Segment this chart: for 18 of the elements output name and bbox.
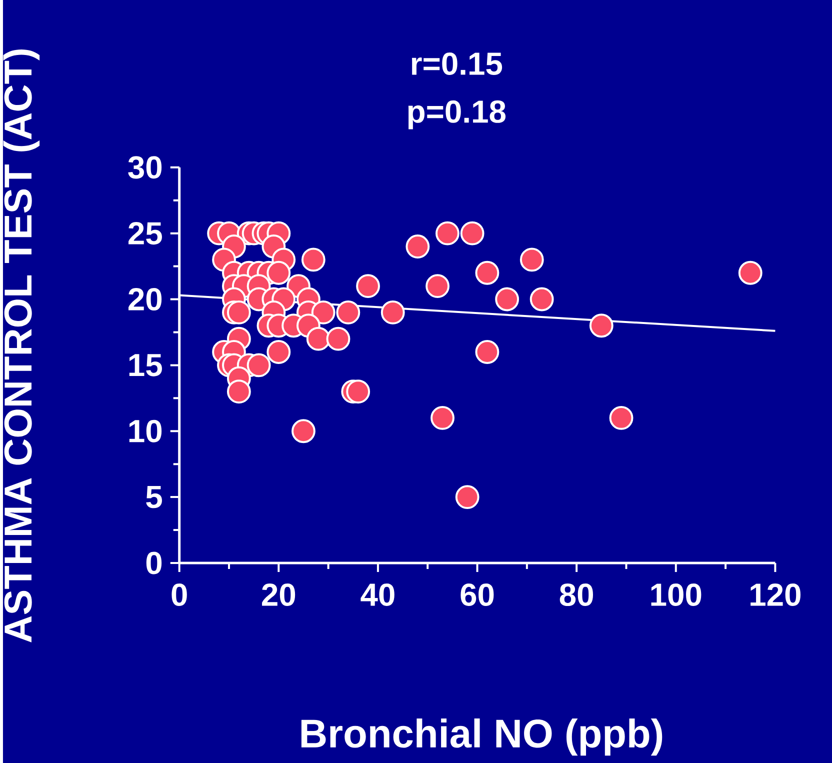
x-tick-label: 120 — [750, 583, 800, 606]
y-axis-title: ASTHMA CONTROL TEST (ACT) — [3, 49, 40, 642]
y-tick-label: 5 — [146, 486, 162, 508]
x-tick-label: 40 — [360, 583, 394, 606]
x-tick-label: 0 — [172, 583, 187, 606]
x-tick-label: 80 — [560, 583, 594, 606]
y-tick-label: 15 — [129, 354, 162, 376]
chart-subtitle: p=0.18 — [408, 100, 506, 130]
x-tick-label: 100 — [651, 583, 702, 606]
y-tick-label: 0 — [146, 552, 162, 574]
y-tick-label: 25 — [128, 222, 162, 244]
x-tick-label: 60 — [460, 583, 494, 606]
y-tick-label: 20 — [128, 288, 162, 310]
x-tick-label: 20 — [262, 583, 296, 606]
chart-title: r=0.15 — [412, 52, 502, 75]
y-tick-label: 10 — [129, 420, 162, 442]
y-tick-label: 30 — [128, 156, 162, 179]
x-axis-title: Bronchial NO (ppb) — [301, 718, 662, 756]
